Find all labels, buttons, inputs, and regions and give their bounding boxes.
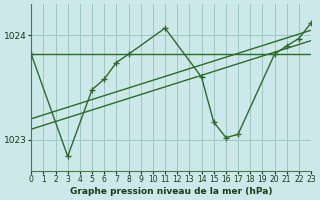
X-axis label: Graphe pression niveau de la mer (hPa): Graphe pression niveau de la mer (hPa) [70,187,272,196]
